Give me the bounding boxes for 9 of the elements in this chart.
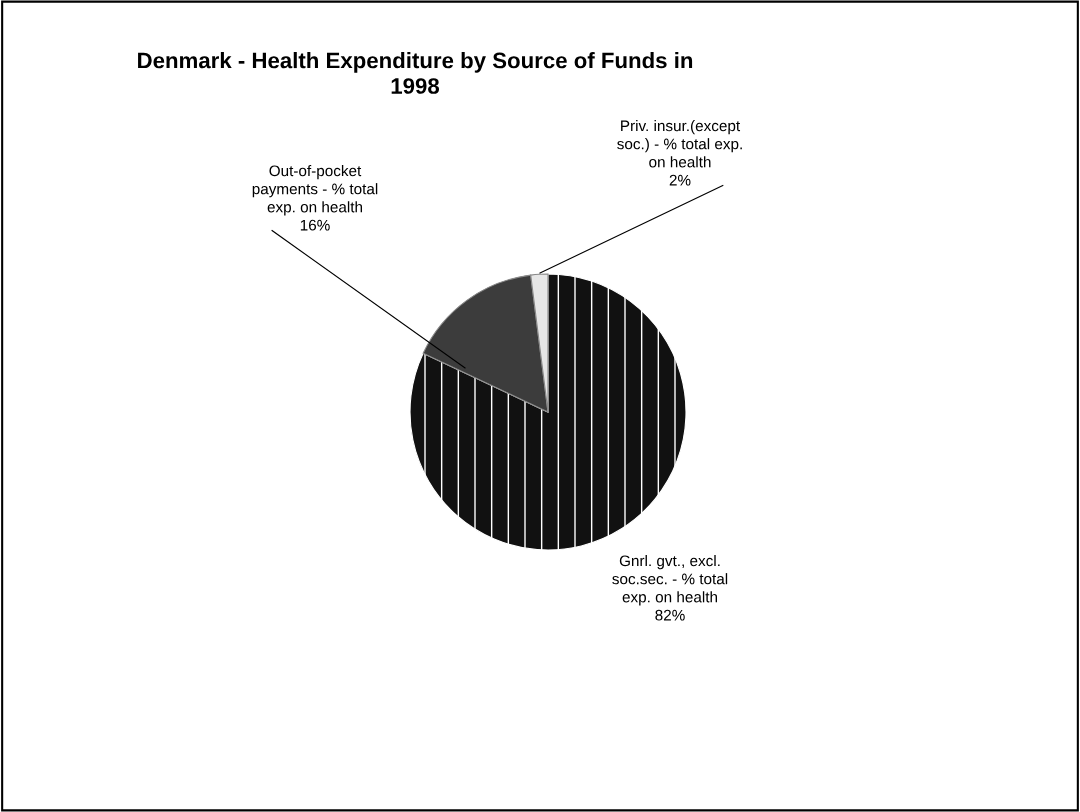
data-label: 82% [655, 609, 685, 621]
pie-slice [410, 274, 686, 550]
slice-label: Gnrl. gvt., excl. soc.sec. - % total exp. on health [612, 555, 728, 606]
slice-label: Priv. insur.(except soc.) - % total exp. on health [617, 120, 742, 168]
data-label: 16% [300, 219, 330, 231]
pie-slice [422, 274, 549, 413]
data-label: 2% [669, 174, 691, 186]
slice-label: Out-of-pocket payments - % total exp. on health [252, 165, 378, 216]
chart-title: Denmark - Health Expenditure by Source of Funds in 1998 [138, 52, 693, 94]
